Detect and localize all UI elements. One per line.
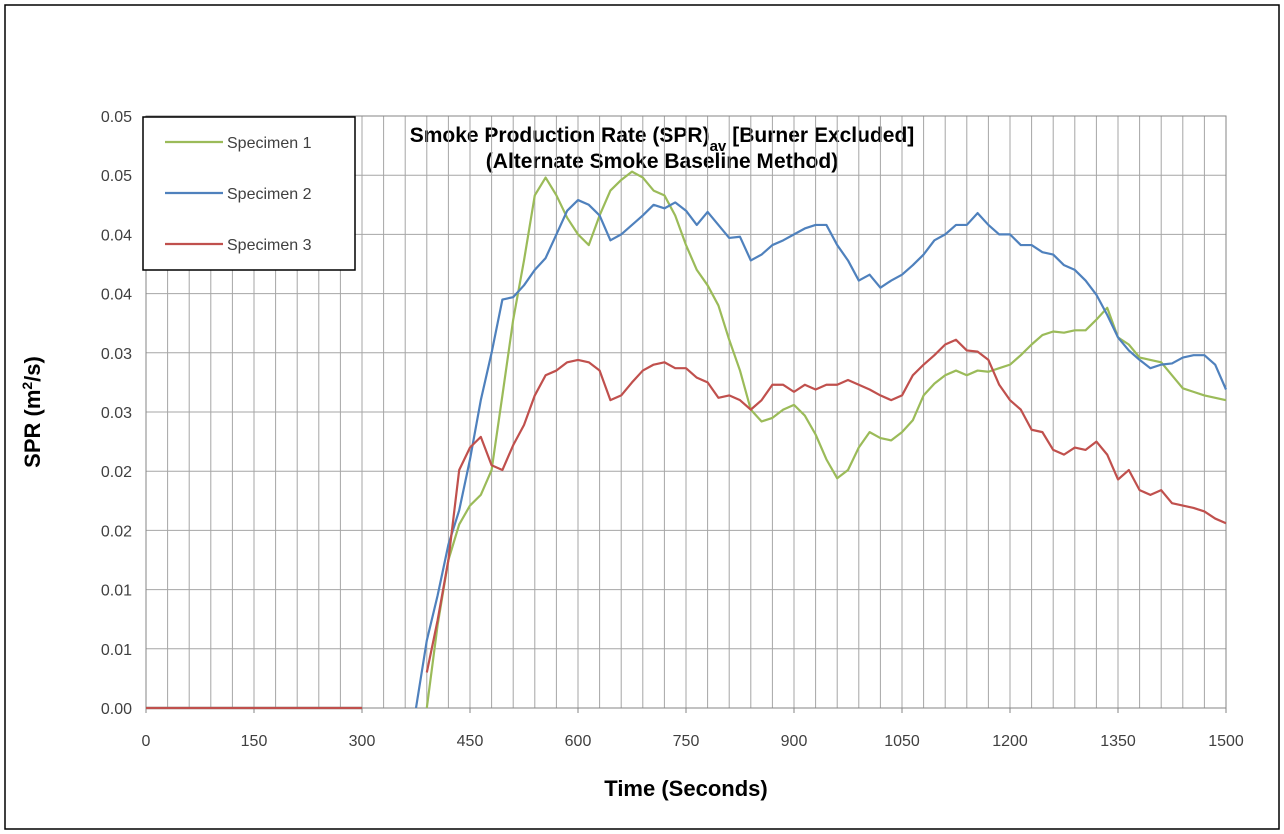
x-tick-label: 450: [457, 733, 484, 750]
legend-label: Specimen 2: [227, 186, 312, 203]
y-tick-label: 0.05: [101, 168, 132, 185]
y-axis-title: SPR (m2/s): [19, 356, 45, 468]
legend-label: Specimen 1: [227, 135, 312, 152]
x-tick-label: 300: [349, 733, 376, 750]
y-tick-label: 0.01: [101, 583, 132, 600]
x-tick-label: 600: [565, 733, 592, 750]
y-tick-label: 0.00: [101, 701, 132, 718]
y-tick-label: 0.01: [101, 642, 132, 659]
chart-title: Smoke Production Rate (SPR)av [Burner Exc…: [410, 124, 915, 155]
x-tick-label: 1050: [884, 733, 920, 750]
chart-subtitle: (Alternate Smoke Baseline Method): [486, 150, 838, 173]
y-label-text: SPR (m: [20, 390, 45, 468]
y-tick-label: 0.03: [101, 405, 132, 422]
y-label-suffix: /s): [20, 356, 45, 382]
plot-frame: [145, 115, 1227, 709]
title-suffix: [Burner Excluded]: [732, 124, 914, 147]
x-tick-label: 0: [142, 733, 151, 750]
y-tick-label: 0.03: [101, 346, 132, 363]
title-text: Smoke Production Rate (SPR): [410, 124, 710, 147]
x-axis-title: Time (Seconds): [604, 776, 767, 801]
y-tick-label: 0.05: [101, 109, 132, 126]
y-tick-label: 0.02: [101, 523, 132, 540]
x-tick-label: 1200: [992, 733, 1028, 750]
y-tick-label: 0.04: [101, 227, 132, 244]
x-tick-label: 900: [781, 733, 808, 750]
legend-label: Specimen 3: [227, 237, 312, 254]
y-tick-label: 0.02: [101, 464, 132, 481]
legend: Specimen 1 Specimen 2 Specimen 3: [142, 116, 356, 271]
x-tick-label: 1500: [1208, 733, 1244, 750]
title-subscript: av: [710, 138, 727, 155]
y-tick-label: 0.04: [101, 287, 132, 304]
y-label-superscript: 2: [19, 382, 35, 390]
x-tick-label: 1350: [1100, 733, 1136, 750]
line-series: [146, 338, 1227, 710]
x-tick-label: 750: [673, 733, 700, 750]
x-tick-label: 150: [241, 733, 268, 750]
